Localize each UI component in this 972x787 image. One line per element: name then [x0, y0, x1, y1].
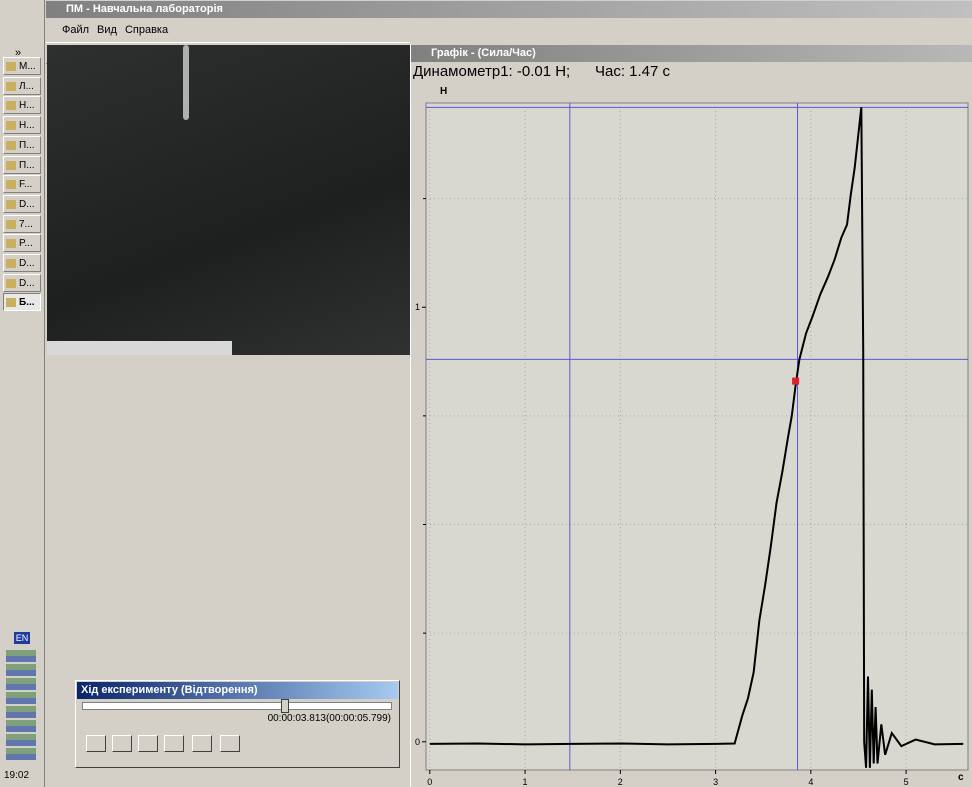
taskbar-item[interactable]: Н...	[3, 96, 41, 114]
taskbar-item[interactable]: F...	[3, 175, 41, 193]
player-title-bar: Хід експерименту (Відтворення)	[77, 682, 398, 699]
step-button[interactable]	[220, 735, 240, 752]
menu-bar: Файл Вид Справка	[62, 24, 176, 36]
readout-time: Час: 1.47 с	[595, 63, 670, 80]
pause-button[interactable]	[112, 735, 132, 752]
readout-force: Динамометр1: -0.01 Н;	[413, 63, 570, 80]
taskbar-item[interactable]: D...	[3, 274, 41, 292]
player-title: Хід експерименту (Відтворення)	[81, 684, 258, 696]
screen: » М...Л...Н...Н...П...П...F...D...7...P.…	[0, 0, 972, 787]
graph-title-bar: Графік - (Сила/Час)	[411, 45, 972, 62]
graph-title: Графік - (Сила/Час)	[431, 47, 536, 59]
menu-item[interactable]: Справка	[125, 24, 168, 36]
video-object	[183, 45, 189, 120]
language-indicator[interactable]: EN	[14, 632, 30, 644]
menu-item[interactable]: Вид	[97, 24, 117, 36]
taskbar-item[interactable]: Н...	[3, 116, 41, 134]
rewind-button[interactable]	[192, 735, 212, 752]
y-axis-label: Н	[440, 86, 447, 97]
x-tick-label: 1	[523, 777, 528, 787]
stop-button[interactable]	[138, 735, 158, 752]
taskbar-item[interactable]: P...	[3, 234, 41, 252]
player-time: 00:00:03.813(00:00:05.799)	[268, 713, 391, 724]
video-frame	[47, 45, 410, 355]
x-tick-label: 0	[427, 777, 432, 787]
x-axis-label: с	[958, 772, 964, 783]
video-surface	[47, 341, 232, 355]
taskbar-item[interactable]: П...	[3, 136, 41, 154]
main-title: ПМ - Навчальна лабораторія	[66, 3, 223, 15]
taskbar-item[interactable]: М...	[3, 57, 41, 75]
taskbar: » М...Л...Н...Н...П...П...F...D...7...P.…	[0, 0, 45, 787]
player-window: Хід експерименту (Відтворення) 00:00:03.…	[75, 680, 400, 768]
progress-thumb[interactable]	[281, 699, 289, 713]
x-tick-label: 2	[618, 777, 623, 787]
play-button[interactable]	[86, 735, 106, 752]
plot-area	[426, 103, 968, 770]
page: screenshot {"app": {"title": "ПМ - Навча…	[0, 0, 972, 787]
x-tick-label: 5	[904, 777, 909, 787]
taskbar-item[interactable]: П...	[3, 156, 41, 174]
taskbar-item[interactable]: Б...	[3, 293, 41, 311]
clock: 19:02	[4, 770, 29, 781]
menu-item[interactable]: Файл	[62, 24, 89, 36]
forward-button[interactable]	[164, 735, 184, 752]
taskbar-item[interactable]: Л...	[3, 77, 41, 95]
taskbar-item[interactable]: 7...	[3, 215, 41, 233]
main-title-bar: ПМ - Навчальна лабораторія	[46, 1, 972, 18]
progress-track[interactable]	[82, 702, 392, 710]
taskbar-item[interactable]: D...	[3, 195, 41, 213]
tray-icons	[6, 650, 36, 760]
x-tick-label: 3	[713, 777, 718, 787]
y-tick-label: 1	[415, 302, 420, 312]
cursor-point	[792, 378, 799, 385]
x-tick-label: 4	[808, 777, 813, 787]
y-tick-label: 0	[415, 737, 420, 747]
chart: Нс 0 1 2 3 4 5 0 1	[410, 80, 972, 787]
taskbar-item[interactable]: D...	[3, 254, 41, 272]
